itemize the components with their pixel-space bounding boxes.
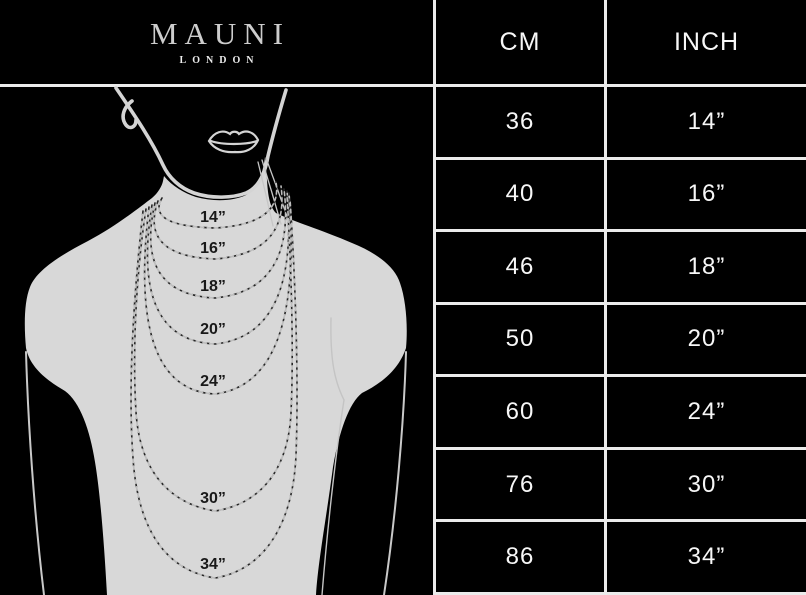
ear-icon [121,99,138,130]
brand-logo: MAUNI LONDON [0,0,433,84]
header-divider-line [0,84,433,87]
size-cell-inch: 24” [607,377,806,450]
size-cell-inch: 20” [607,305,806,378]
neck-strand [265,157,290,223]
jaw-outline [114,86,288,199]
necklace-label-18: 18” [200,278,226,295]
right-arm-shadow [335,392,401,595]
size-cell-cm: 60 [436,377,607,450]
size-table-header-cm: CM [436,0,607,87]
necklace-length-diagram: 14” 16” 18” 20” 24” 30” 34” [24,86,407,595]
necklace-label-16: 16” [200,240,226,257]
size-cell-cm: 76 [436,449,607,523]
left-arm-outline [25,351,45,595]
necklace-label-20: 20” [200,321,226,338]
right-body-crease [321,317,345,595]
left-arm-shadow [31,392,98,595]
size-cell-inch: 30” [607,450,806,523]
size-cell-inch: 18” [607,232,806,305]
size-cell-cm: 36 [436,87,607,160]
size-cell-inch: 34” [607,522,806,595]
lips-icon [207,130,260,154]
size-table: CM INCH 36 14” 40 16” 46 18” 50 20” 60 2… [433,0,806,595]
torso-silhouette [24,157,407,595]
size-cell-inch: 16” [607,160,806,233]
size-cell-cm: 46 [436,232,607,305]
size-cell-cm: 50 [436,304,607,378]
size-table-header-inch: INCH [607,0,806,87]
size-cell-cm: 86 [436,522,607,595]
size-cell-cm: 40 [436,159,607,233]
necklace-label-34: 34” [200,556,226,573]
brand-city: LONDON [179,55,260,66]
right-arm-outline [383,351,407,595]
neck-strand [257,161,274,227]
brand-name: MAUNI [149,16,291,51]
necklace-label-24: 24” [200,373,226,390]
necklace-label-30: 30” [200,490,226,507]
necklace-label-14: 14” [200,209,226,226]
size-cell-inch: 14” [607,87,806,160]
